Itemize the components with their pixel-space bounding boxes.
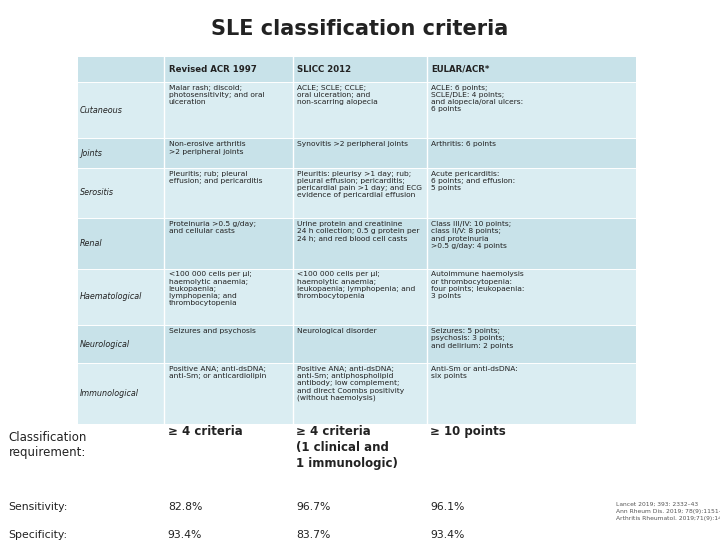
Text: Renal: Renal — [80, 239, 103, 248]
Text: 82.8%: 82.8% — [168, 502, 202, 512]
Text: Classification
requirement:: Classification requirement: — [9, 431, 87, 458]
Text: Seizures: 5 points;
psychosis: 3 points;
and delirium: 2 points: Seizures: 5 points; psychosis: 3 points;… — [431, 328, 513, 349]
Text: Arthritis: 6 points: Arthritis: 6 points — [431, 141, 496, 147]
FancyBboxPatch shape — [78, 325, 636, 363]
FancyBboxPatch shape — [78, 168, 636, 218]
Text: ≥ 4 criteria: ≥ 4 criteria — [168, 425, 243, 438]
Text: Class III/IV: 10 points;
class II/V: 8 points;
and proteinuria
>0.5 g/day: 4 poi: Class III/IV: 10 points; class II/V: 8 p… — [431, 221, 511, 249]
Text: Urine protein and creatinine
24 h collection; 0.5 g protein per
24 h; and red bl: Urine protein and creatinine 24 h collec… — [297, 221, 420, 241]
FancyBboxPatch shape — [78, 57, 636, 82]
FancyBboxPatch shape — [78, 268, 636, 325]
Text: 96.1%: 96.1% — [430, 502, 464, 512]
Text: Anti-Sm or anti-dsDNA:
six points: Anti-Sm or anti-dsDNA: six points — [431, 366, 518, 379]
Text: Proteinuria >0.5 g/day;
and cellular casts: Proteinuria >0.5 g/day; and cellular cas… — [168, 221, 256, 234]
Text: 96.7%: 96.7% — [296, 502, 330, 512]
Text: Lancet 2019; 393: 2332–43
Ann Rheum Dis. 2019; 78(9):1151-9
Arthritis Rheumatol.: Lancet 2019; 393: 2332–43 Ann Rheum Dis.… — [616, 502, 720, 521]
FancyBboxPatch shape — [78, 138, 636, 168]
Text: Malar rash; discoid;
photosensitivity; and oral
ulceration: Malar rash; discoid; photosensitivity; a… — [168, 85, 264, 105]
Text: Immunological: Immunological — [80, 389, 139, 398]
Text: Pleuritis: pleurisy >1 day; rub;
pleural effusion; pericarditis;
pericardial pai: Pleuritis: pleurisy >1 day; rub; pleural… — [297, 171, 422, 198]
Text: Seizures and psychosis: Seizures and psychosis — [168, 328, 256, 334]
Text: 83.7%: 83.7% — [296, 530, 330, 540]
Text: ≥ 4 criteria
(1 clinical and
1 immunologic): ≥ 4 criteria (1 clinical and 1 immunolog… — [296, 425, 398, 470]
Text: ACLE; SCLE; CCLE;
oral ulceration; and
non-scarring alopecia: ACLE; SCLE; CCLE; oral ulceration; and n… — [297, 85, 378, 105]
Text: 93.4%: 93.4% — [430, 530, 464, 540]
Text: Neurological disorder: Neurological disorder — [297, 328, 377, 334]
FancyBboxPatch shape — [78, 218, 636, 268]
Text: Positive ANA; anti-dsDNA;
anti-Sm; or anticardiolipin: Positive ANA; anti-dsDNA; anti-Sm; or an… — [168, 366, 266, 379]
Text: Serositis: Serositis — [80, 188, 114, 198]
Text: ≥ 10 points: ≥ 10 points — [430, 425, 506, 438]
Text: Autoimmune haemolysis
or thrombocytopenia:
four points; leukopaenia:
3 points: Autoimmune haemolysis or thrombocytopeni… — [431, 272, 524, 299]
Text: ACLE: 6 points;
SCLE/DLE: 4 points;
and alopecia/oral ulcers:
6 points: ACLE: 6 points; SCLE/DLE: 4 points; and … — [431, 85, 523, 112]
Text: Positive ANA; anti-dsDNA;
anti-Sm; antiphospholipid
antibody; low complement;
an: Positive ANA; anti-dsDNA; anti-Sm; antip… — [297, 366, 405, 401]
Text: <100 000 cells per μl;
haemolytic anaemia;
leukopaenia;
lymphopenia; and
thrombo: <100 000 cells per μl; haemolytic anaemi… — [168, 272, 251, 307]
Text: Revised ACR 1997: Revised ACR 1997 — [168, 65, 256, 73]
Text: Joints: Joints — [80, 148, 102, 158]
Text: <100 000 cells per μl;
haemolytic anaemia;
leukopaenia; lymphopenia; and
thrombo: <100 000 cells per μl; haemolytic anaemi… — [297, 272, 415, 299]
Text: Haematological: Haematological — [80, 292, 143, 301]
FancyBboxPatch shape — [78, 363, 636, 424]
Text: Non-erosive arthritis
>2 peripheral joints: Non-erosive arthritis >2 peripheral join… — [168, 141, 246, 154]
FancyBboxPatch shape — [78, 57, 636, 424]
Text: Pleuritis; rub; pleural
effusion; and pericarditis: Pleuritis; rub; pleural effusion; and pe… — [168, 171, 262, 184]
Text: Neurological: Neurological — [80, 340, 130, 349]
Text: Specificity:: Specificity: — [9, 530, 68, 540]
Text: Sensitivity:: Sensitivity: — [9, 502, 68, 512]
Text: 93.4%: 93.4% — [168, 530, 202, 540]
Text: Acute pericarditis:
6 points; and effusion:
5 points: Acute pericarditis: 6 points; and effusi… — [431, 171, 515, 191]
Text: Synovitis >2 peripheral joints: Synovitis >2 peripheral joints — [297, 141, 408, 147]
FancyBboxPatch shape — [78, 82, 636, 138]
Text: SLICC 2012: SLICC 2012 — [297, 65, 351, 73]
Text: Cutaneous: Cutaneous — [80, 105, 123, 114]
Text: EULAR/ACR*: EULAR/ACR* — [431, 65, 490, 73]
Text: SLE classification criteria: SLE classification criteria — [212, 19, 508, 39]
